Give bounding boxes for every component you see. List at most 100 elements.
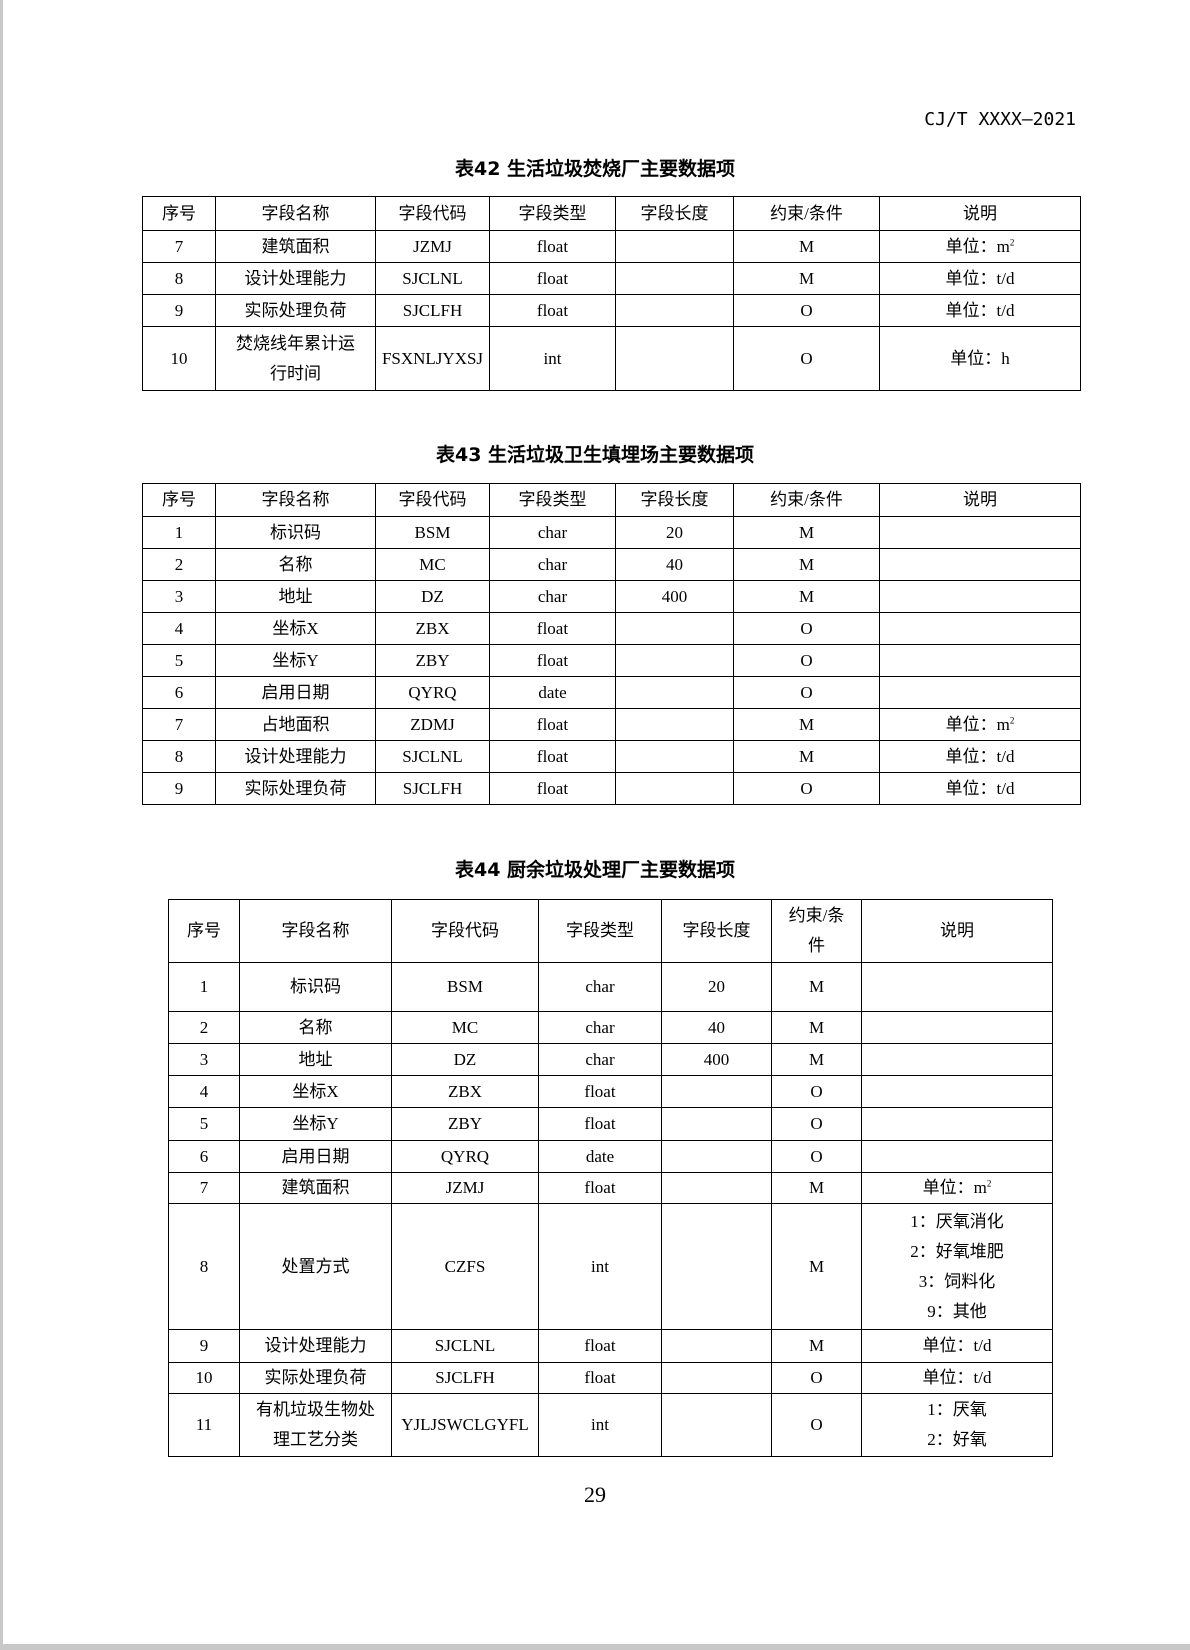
table-cell xyxy=(861,1043,1053,1076)
table-cell: 处置方式 xyxy=(239,1203,392,1330)
table-row: 1 标识码 BSM char 20 M xyxy=(142,516,1081,549)
table-cell: JZMJ xyxy=(391,1172,539,1204)
table-cell: BSM xyxy=(375,516,490,549)
table-cell xyxy=(861,1107,1053,1141)
column-header: 字段长度 xyxy=(661,899,772,963)
table-cell xyxy=(661,1329,772,1363)
table-row: 6 启用日期 QYRQ date O xyxy=(142,676,1081,709)
table-cell xyxy=(661,1393,772,1457)
table-cell: 名称 xyxy=(239,1011,392,1044)
table-cell: 40 xyxy=(661,1011,772,1044)
table-cell: 建筑面积 xyxy=(215,230,376,263)
table-row: 4 坐标X ZBX float O xyxy=(142,612,1081,645)
table-cell: ZDMJ xyxy=(375,708,490,741)
table-cell: 20 xyxy=(661,962,772,1012)
table-cell: 400 xyxy=(661,1043,772,1076)
table-cell: float xyxy=(538,1075,662,1108)
column-header: 字段类型 xyxy=(489,483,616,517)
table-cell: 单位：t/d xyxy=(879,262,1081,295)
table-cell: 5 xyxy=(142,644,216,677)
table-cell: char xyxy=(538,962,662,1012)
table-cell: 6 xyxy=(142,676,216,709)
table-cell: 10 xyxy=(142,326,216,391)
column-header: 字段名称 xyxy=(215,196,376,231)
table-cell: 单位：t/d xyxy=(879,740,1081,773)
table-cell xyxy=(615,326,734,391)
table-cell: 坐标X xyxy=(239,1075,392,1108)
table-cell: 5 xyxy=(168,1107,240,1141)
column-header: 序号 xyxy=(142,196,216,231)
table-cell: 单位：m2 xyxy=(879,708,1081,741)
table-cell xyxy=(861,1011,1053,1044)
table-cell: ZBX xyxy=(375,612,490,645)
column-header: 约束/条件 xyxy=(733,196,880,231)
table-cell xyxy=(879,580,1081,613)
table-cell: 单位：t/d xyxy=(861,1329,1053,1363)
table-cell xyxy=(615,294,734,327)
table-cell: 400 xyxy=(615,580,734,613)
table-cell xyxy=(615,772,734,805)
table-cell: 名称 xyxy=(215,548,376,581)
table-cell: 实际处理负荷 xyxy=(239,1362,392,1394)
table-row: 8 设计处理能力 SJCLNL float M 单位：t/d xyxy=(142,740,1081,773)
table-cell xyxy=(661,1107,772,1141)
table-row: 8 处置方式 CZFS int M 1：厌氧消化 2：好氧堆肥 3：饲料化 9：其他 xyxy=(168,1203,1053,1330)
table-cell: 单位：t/d xyxy=(861,1362,1053,1394)
table-cell xyxy=(661,1203,772,1330)
table-cell: O xyxy=(771,1075,862,1108)
table-cell xyxy=(661,1172,772,1204)
table-cell: 单位：h xyxy=(879,326,1081,391)
table-cell: 6 xyxy=(168,1140,240,1173)
column-header: 约束/条件 xyxy=(733,483,880,517)
table-row: 7 占地面积 ZDMJ float M 单位：m2 xyxy=(142,708,1081,741)
table-cell: JZMJ xyxy=(375,230,490,263)
table-cell: 占地面积 xyxy=(215,708,376,741)
table-cell xyxy=(879,612,1081,645)
column-header: 说明 xyxy=(879,196,1081,231)
table-cell: O xyxy=(733,326,880,391)
table-row: 5 坐标Y ZBY float O xyxy=(168,1107,1053,1141)
table-cell: float xyxy=(489,772,616,805)
table-cell: BSM xyxy=(391,962,539,1012)
table-cell: QYRQ xyxy=(375,676,490,709)
table-cell: 20 xyxy=(615,516,734,549)
column-header: 字段名称 xyxy=(215,483,376,517)
table-cell xyxy=(661,1140,772,1173)
table-cell: 设计处理能力 xyxy=(215,740,376,773)
table-cell: 3 xyxy=(142,580,216,613)
table-cell: FSXNLJYXSJ xyxy=(375,326,490,391)
table-cell: 设计处理能力 xyxy=(239,1329,392,1363)
table-cell: 7 xyxy=(142,708,216,741)
table-cell: float xyxy=(489,294,616,327)
column-header: 字段长度 xyxy=(615,483,734,517)
table-cell: 启用日期 xyxy=(239,1140,392,1173)
table-cell: float xyxy=(489,740,616,773)
table-cell: 8 xyxy=(142,740,216,773)
table-row: 7 建筑面积 JZMJ float M 单位：m2 xyxy=(142,230,1081,263)
table-cell xyxy=(879,676,1081,709)
table-cell: char xyxy=(489,516,616,549)
table-cell: DZ xyxy=(391,1043,539,1076)
table-43: 序号 字段名称 字段代码 字段类型 字段长度 约束/条件 说明 1 标识码 BSM char 20 M 2… xyxy=(142,483,1081,805)
table-cell: ZBY xyxy=(391,1107,539,1141)
table-cell: 1 xyxy=(142,516,216,549)
table-cell: char xyxy=(489,548,616,581)
header-row: 序号字段名称字段代码字段类型字段长度约束/条件说明 xyxy=(168,899,1053,963)
table-cell: 4 xyxy=(142,612,216,645)
table-cell: CZFS xyxy=(391,1203,539,1330)
table-cell: O xyxy=(733,644,880,677)
table-cell: float xyxy=(538,1362,662,1394)
table-cell: 2 xyxy=(168,1011,240,1044)
table-row: 10 焚烧线年累计运 行时间 FSXNLJYXSJ int O 单位：h xyxy=(142,326,1081,391)
table-cell: SJCLFH xyxy=(391,1362,539,1394)
table-cell: M xyxy=(733,516,880,549)
table-row: 9 实际处理负荷 SJCLFH float O 单位：t/d xyxy=(142,772,1081,805)
table-cell xyxy=(615,644,734,677)
table-cell xyxy=(615,676,734,709)
table-row: 2 名称 MC char 40 M xyxy=(142,548,1081,581)
table-cell: float xyxy=(538,1107,662,1141)
table-cell: 坐标Y xyxy=(239,1107,392,1141)
table-cell: M xyxy=(733,230,880,263)
table-row: 10 实际处理负荷 SJCLFH float O 单位：t/d xyxy=(168,1362,1053,1394)
table-cell: 2 xyxy=(142,548,216,581)
